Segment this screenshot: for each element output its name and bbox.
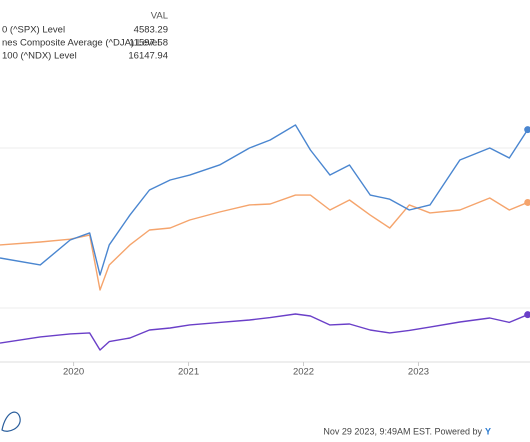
x-tick-label: 2021 xyxy=(178,367,199,378)
legend-value: 11597.58 xyxy=(129,38,168,49)
legend-box xyxy=(0,6,175,64)
end-marker xyxy=(524,198,530,206)
legend-value: 16147.94 xyxy=(128,51,168,62)
legend: 0 (^SPX) Level 4583.29 nes Composite Avera… xyxy=(2,25,168,62)
end-marker xyxy=(524,311,530,319)
end-marker xyxy=(524,126,530,134)
logo-text: Y xyxy=(485,426,491,436)
series-line xyxy=(0,124,529,276)
legend-header: VAL xyxy=(151,11,168,22)
series-line xyxy=(0,313,528,351)
logo-icon xyxy=(1,411,21,432)
footer: Nov 29 2023, 9:49AM EST. Powered by xyxy=(323,426,482,436)
x-tick-label: 2022 xyxy=(293,367,314,378)
legend-label: nes Composite Average (^DJA) Level xyxy=(2,38,159,49)
legend-label: 100 (^NDX) Level xyxy=(2,51,77,62)
legend-label: 0 (^SPX) Level xyxy=(2,25,65,36)
x-tick-label: 2023 xyxy=(408,367,429,378)
plot-area: 2020 2021 2022 2023 xyxy=(0,124,530,378)
legend-value: 4583.29 xyxy=(134,25,168,36)
series-line xyxy=(0,194,528,291)
x-tick-label: 2020 xyxy=(63,367,84,378)
